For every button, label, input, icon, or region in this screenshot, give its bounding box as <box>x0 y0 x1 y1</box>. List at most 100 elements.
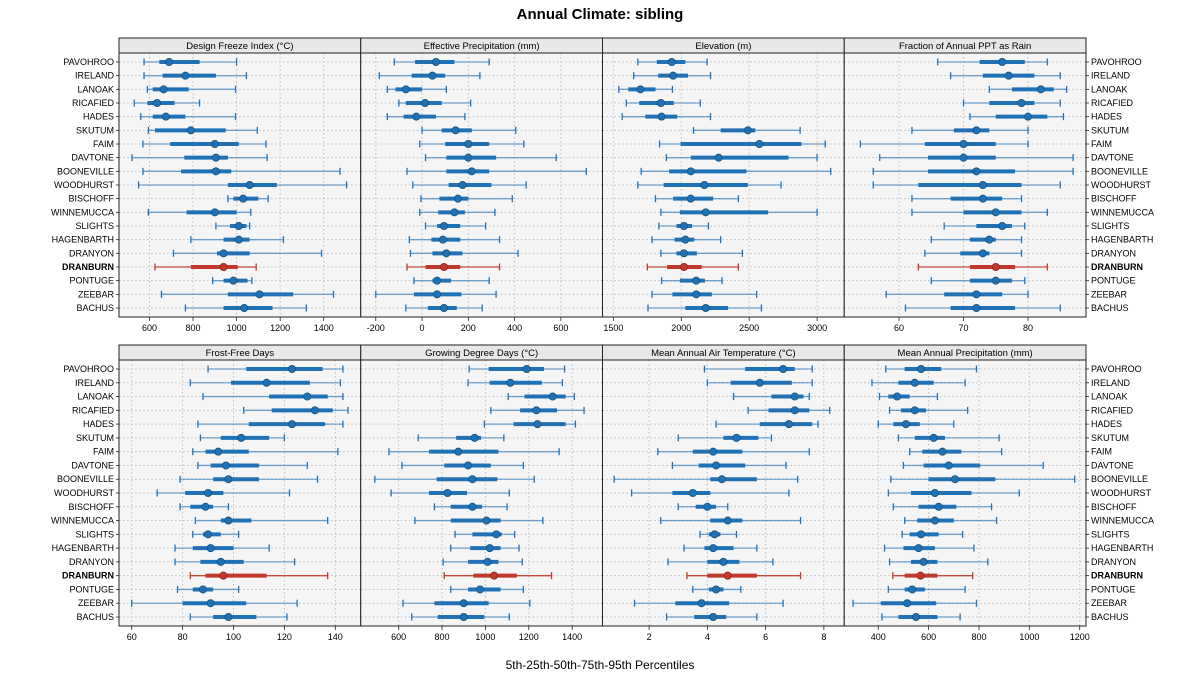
percentile-row <box>654 194 739 203</box>
station-label: HAGENBARTH <box>52 235 114 245</box>
percentile-row <box>190 235 285 244</box>
percentile-row <box>924 249 1023 258</box>
percentile-row <box>885 364 978 373</box>
station-label: WINNEMUCCA <box>1091 516 1154 526</box>
x-tick-label: 2500 <box>739 323 759 333</box>
median-dot <box>944 461 953 470</box>
station-label: PONTUGE <box>69 276 114 286</box>
station-label: IRELAND <box>1091 71 1131 81</box>
median-dot <box>972 126 981 135</box>
median-dot <box>412 112 421 121</box>
percentile-row <box>142 167 341 176</box>
station-label: HADES <box>83 419 114 429</box>
percentile-row <box>660 516 802 525</box>
x-tick-label: 6 <box>763 632 768 642</box>
median-dot <box>998 58 1007 67</box>
station-label: IRELAND <box>1091 378 1131 388</box>
station-label: FAIM <box>1091 447 1112 457</box>
percentile-row <box>137 180 348 189</box>
percentile-row <box>409 249 519 258</box>
x-tick-label: 600 <box>553 323 568 333</box>
median-dot <box>219 249 228 258</box>
station-label: PONTUGE <box>1091 584 1136 594</box>
percentile-row <box>174 557 296 566</box>
station-label: RICAFIED <box>1091 405 1134 415</box>
median-dot <box>288 420 297 429</box>
percentile-row <box>890 475 1076 484</box>
percentile-row <box>143 71 248 80</box>
percentile-row <box>909 447 1003 456</box>
station-label: IRELAND <box>75 378 115 388</box>
median-dot <box>714 153 723 162</box>
station-label: DAVTONE <box>1091 153 1134 163</box>
percentile-row <box>215 221 251 230</box>
median-dot <box>440 221 449 230</box>
station-label: SLIGHTS <box>1091 529 1130 539</box>
median-dot <box>667 58 676 67</box>
percentile-row <box>194 516 329 525</box>
percentile-row <box>468 364 566 373</box>
median-dot <box>910 406 919 415</box>
median-dot <box>700 180 709 189</box>
percentile-row <box>618 85 674 94</box>
median-dot <box>908 585 917 594</box>
median-dot <box>703 502 712 511</box>
median-dot <box>657 112 666 121</box>
median-dot <box>450 208 459 217</box>
x-tick-label: 200 <box>461 323 476 333</box>
median-dot <box>204 530 213 539</box>
x-tick-label: 60 <box>127 632 137 642</box>
median-dot <box>464 461 473 470</box>
median-dot <box>240 303 249 312</box>
station-labels: PAVOHROO PAVOHROO IRELAND IRELAND LANOAK LANO… <box>51 364 1154 622</box>
percentile-row <box>872 167 1074 176</box>
median-dot <box>930 516 939 525</box>
x-tick-label: 3000 <box>807 323 827 333</box>
station-label: LANOAK <box>1091 84 1128 94</box>
median-dot <box>428 71 437 80</box>
median-dot <box>186 126 195 135</box>
median-dot <box>470 433 479 442</box>
percentile-row <box>657 447 810 456</box>
percentile-row <box>667 557 774 566</box>
percentile-row <box>189 571 329 580</box>
percentile-row <box>692 585 742 594</box>
panel-strip-title: Mean Annual Precipitation (mm) <box>898 348 1033 359</box>
x-tick-label: 800 <box>186 323 201 333</box>
median-dot <box>433 290 442 299</box>
station-label: ZEEBAR <box>1091 598 1128 608</box>
median-dot <box>712 461 721 470</box>
percentile-row <box>943 221 1026 230</box>
median-dot <box>440 303 449 312</box>
station-label: PAVOHROO <box>63 57 114 67</box>
percentile-row <box>176 585 240 594</box>
percentile-row <box>879 153 1074 162</box>
station-label: ZEEBAR <box>1091 289 1128 299</box>
station-label: SKUTUM <box>1091 125 1129 135</box>
median-dot <box>303 392 312 401</box>
station-label: DRANBURN <box>62 262 114 272</box>
panel-strip-title: Fraction of Annual PPT as Rain <box>899 41 1031 52</box>
station-label: SLIGHTS <box>1091 221 1130 231</box>
panel: Frost-Free Days 60 80 100 120 140 <box>118 344 362 642</box>
percentile-row <box>160 290 335 299</box>
median-dot <box>930 488 939 497</box>
percentile-row <box>413 276 490 285</box>
station-label: WINNEMUCCA <box>1091 207 1154 217</box>
median-dot <box>224 613 233 622</box>
percentile-row <box>937 58 1048 67</box>
percentile-row <box>450 544 520 553</box>
median-dot <box>978 249 987 258</box>
percentile-row <box>443 571 553 580</box>
station-label: SKUTUM <box>1091 433 1129 443</box>
percentile-row <box>154 262 257 271</box>
percentile-row <box>189 613 288 622</box>
percentile-row <box>911 126 1029 135</box>
median-dot <box>679 221 688 230</box>
x-tick-label: 80 <box>178 632 188 642</box>
percentile-row <box>192 447 339 456</box>
station-label: BACHUS <box>1091 612 1129 622</box>
panel-strip-title: Design Freeze Index (°C) <box>186 41 293 52</box>
percentile-row <box>419 208 496 217</box>
